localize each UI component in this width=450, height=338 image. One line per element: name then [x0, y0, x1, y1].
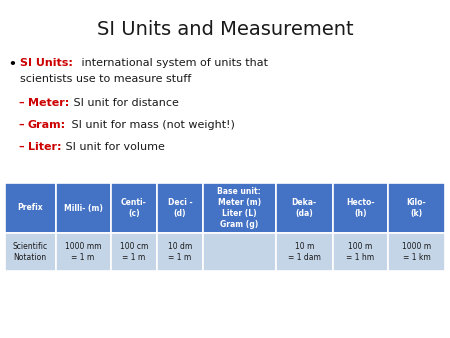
- Bar: [157, 233, 203, 271]
- Text: Liter:: Liter:: [28, 142, 62, 152]
- Bar: [56, 233, 111, 271]
- Text: scientists use to measure stuff: scientists use to measure stuff: [20, 74, 191, 84]
- Bar: [5, 233, 56, 271]
- Bar: [275, 183, 333, 233]
- Text: SI unit for distance: SI unit for distance: [70, 98, 179, 108]
- Text: Prefix: Prefix: [18, 203, 43, 213]
- Text: Deka-
(da): Deka- (da): [292, 198, 317, 218]
- Text: –: –: [18, 120, 23, 130]
- Text: Gram:: Gram:: [28, 120, 66, 130]
- Text: •: •: [8, 58, 16, 71]
- Bar: [388, 233, 445, 271]
- Text: SI Units:: SI Units:: [20, 58, 73, 68]
- Text: SI unit for volume: SI unit for volume: [62, 142, 165, 152]
- Text: 100 cm
= 1 m: 100 cm = 1 m: [120, 242, 148, 262]
- Text: Meter:: Meter:: [28, 98, 69, 108]
- Text: international system of units that: international system of units that: [78, 58, 268, 68]
- Text: 1000 mm
= 1 m: 1000 mm = 1 m: [65, 242, 101, 262]
- Bar: [5, 183, 56, 233]
- Text: Kilo-
(k): Kilo- (k): [407, 198, 426, 218]
- Text: SI unit for mass (not weight!): SI unit for mass (not weight!): [68, 120, 235, 130]
- Bar: [333, 233, 388, 271]
- Text: SI Units and Measurement: SI Units and Measurement: [97, 20, 353, 39]
- Text: 1000 m
= 1 km: 1000 m = 1 km: [402, 242, 431, 262]
- Text: Milli- (m): Milli- (m): [63, 203, 103, 213]
- Text: 10 m
= 1 dam: 10 m = 1 dam: [288, 242, 321, 262]
- Bar: [111, 233, 157, 271]
- Text: 10 dm
= 1 m: 10 dm = 1 m: [168, 242, 192, 262]
- Text: Deci -
(d): Deci - (d): [167, 198, 192, 218]
- Text: –: –: [18, 142, 23, 152]
- Text: Scientific
Notation: Scientific Notation: [13, 242, 48, 262]
- Bar: [333, 183, 388, 233]
- Bar: [203, 183, 275, 233]
- Bar: [56, 183, 111, 233]
- Bar: [157, 183, 203, 233]
- Bar: [203, 233, 275, 271]
- Text: –: –: [18, 98, 23, 108]
- Bar: [275, 233, 333, 271]
- Bar: [111, 183, 157, 233]
- Text: 100 m
= 1 hm: 100 m = 1 hm: [346, 242, 374, 262]
- Bar: [388, 183, 445, 233]
- Text: Centi-
(c): Centi- (c): [121, 198, 147, 218]
- Text: Hecto-
(h): Hecto- (h): [346, 198, 374, 218]
- Text: Base unit:
Meter (m)
Liter (L)
Gram (g): Base unit: Meter (m) Liter (L) Gram (g): [217, 187, 261, 229]
